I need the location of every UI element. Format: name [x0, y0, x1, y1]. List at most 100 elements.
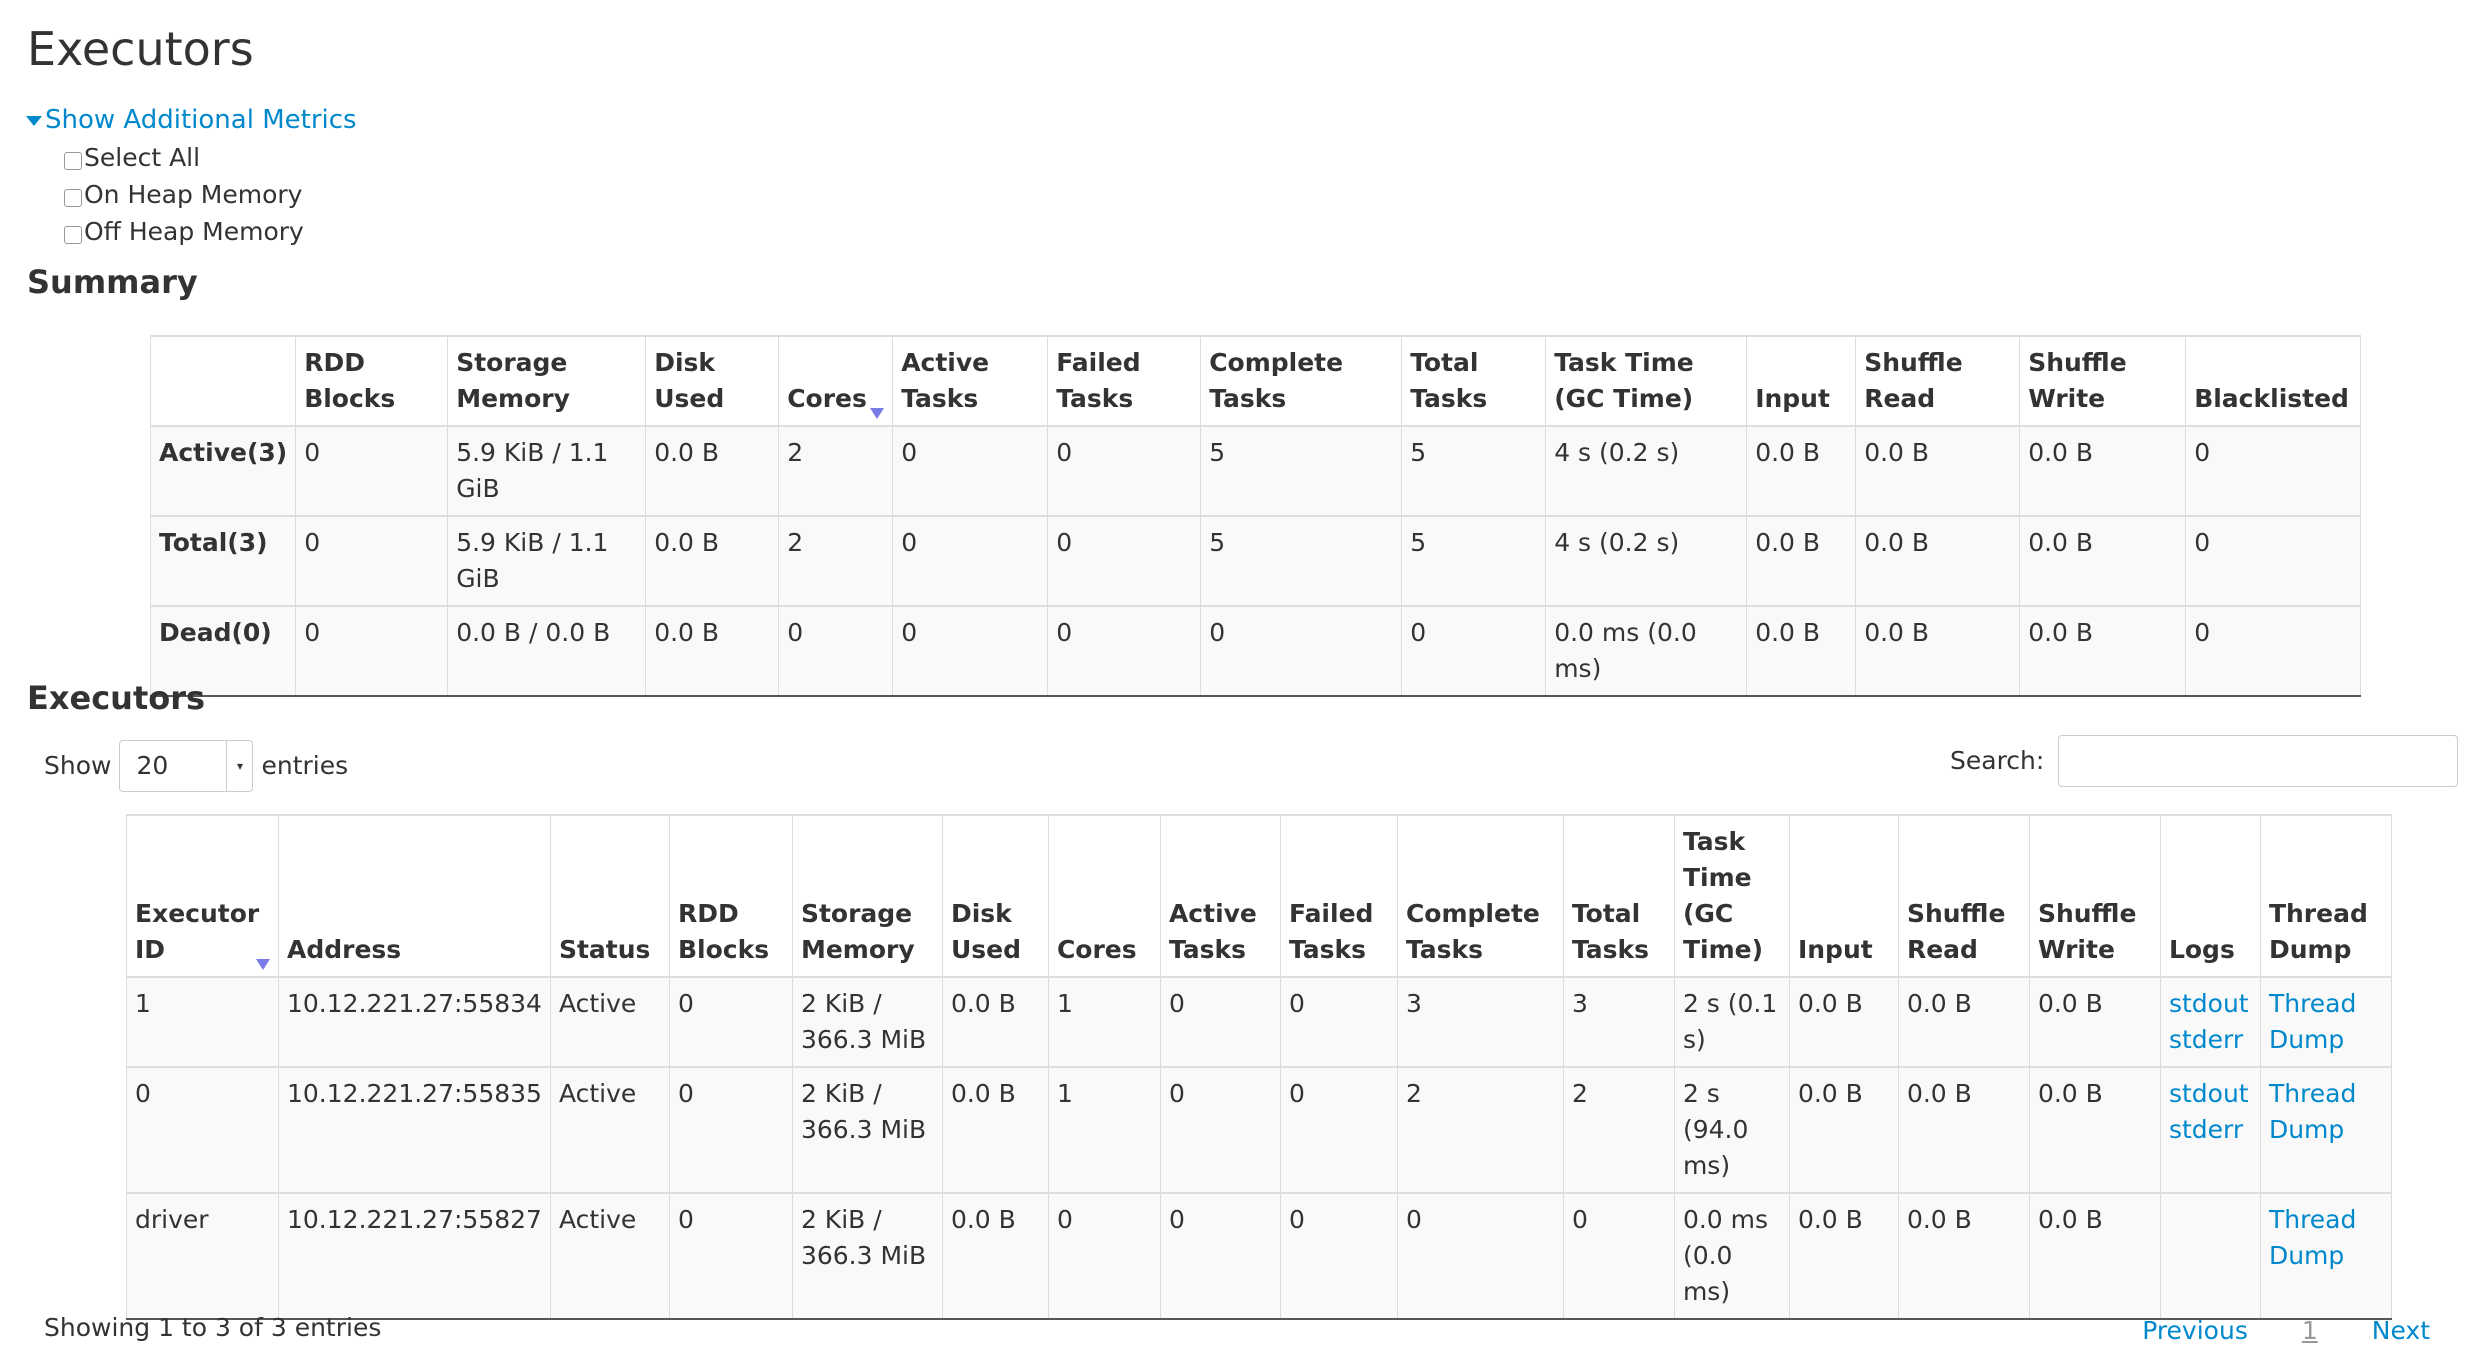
- cell-storage-memory: 2 KiB / 366.3 MiB: [791, 976, 943, 1067]
- thread-dump-link[interactable]: Thread Dump: [2268, 989, 2357, 1054]
- row-label: Total(3): [149, 515, 296, 606]
- column-header-shuffle-write[interactable]: Shuffle Write: [2019, 335, 2186, 426]
- cell-address: 10.12.221.27:55834: [278, 976, 551, 1067]
- cell-shuffle-read: 0.0 B: [1897, 1066, 2030, 1193]
- cell-cores: 0: [778, 605, 893, 697]
- cell-task-time-gc-time: 0.0 ms (0.0 ms): [1673, 1192, 1790, 1320]
- next-button[interactable]: Next: [2371, 1316, 2430, 1345]
- show-additional-metrics-toggle[interactable]: Show Additional Metrics: [26, 102, 357, 138]
- column-header-total-tasks[interactable]: Total Tasks: [1401, 335, 1546, 426]
- column-header-cores[interactable]: Cores: [1047, 814, 1161, 977]
- cell-shuffle-write: 0.0 B: [2019, 425, 2186, 516]
- caret-down-icon: [26, 115, 42, 126]
- cell-complete-tasks: 2: [1396, 1066, 1564, 1193]
- column-header-logs[interactable]: Logs: [2159, 814, 2261, 977]
- cell-logs: stdout stderr: [2159, 976, 2261, 1067]
- column-header-blacklisted[interactable]: Blacklisted: [2185, 335, 2362, 426]
- pagination: Previous 1 Next: [2142, 1313, 2430, 1349]
- page-1-button[interactable]: 1: [2301, 1316, 2318, 1345]
- column-header-storage-memory[interactable]: Storage Memory: [791, 814, 943, 977]
- cell-status: Active: [549, 1066, 670, 1193]
- thread-dump-link[interactable]: Thread Dump: [2268, 1079, 2357, 1144]
- toggle-label: Show Additional Metrics: [45, 105, 357, 135]
- show-label: Show: [44, 751, 112, 780]
- table-info: Showing 1 to 3 of 3 entries: [44, 1313, 382, 1342]
- cell-input: 0.0 B: [1746, 515, 1856, 606]
- column-header-disk-used[interactable]: Disk Used: [645, 335, 779, 426]
- cell-input: 0.0 B: [1746, 605, 1856, 697]
- cell-shuffle-read: 0.0 B: [1897, 976, 2030, 1067]
- search-input[interactable]: [2058, 735, 2459, 787]
- metric-option-select-all[interactable]: Select All: [64, 139, 304, 176]
- column-header-cores[interactable]: Cores: [778, 335, 893, 426]
- cell-shuffle-read: 0.0 B: [1855, 605, 2020, 697]
- cell-disk-used: 0.0 B: [645, 605, 779, 697]
- cell-rdd-blocks: 0: [295, 605, 448, 697]
- summary-heading: Summary: [27, 263, 198, 301]
- cell-failed-tasks: 0: [1047, 515, 1201, 606]
- thread-dump-link[interactable]: Thread Dump: [2268, 1205, 2357, 1270]
- cell-shuffle-write: 0.0 B: [2019, 515, 2186, 606]
- additional-metrics-list: Select All On Heap Memory Off Heap Memor…: [64, 139, 304, 250]
- column-header-input[interactable]: Input: [1746, 335, 1856, 426]
- dropdown-arrow-icon[interactable]: ▾: [226, 741, 252, 791]
- cell-status: Active: [549, 976, 670, 1067]
- column-header-rdd-blocks[interactable]: RDD Blocks: [668, 814, 793, 977]
- column-header-rdd-blocks[interactable]: RDD Blocks: [295, 335, 448, 426]
- column-header-disk-used[interactable]: Disk Used: [941, 814, 1049, 977]
- column-header-storage-memory[interactable]: Storage Memory: [447, 335, 646, 426]
- summary-table: RDD Blocks Storage Memory Disk Used Cores Ac…: [149, 335, 2362, 697]
- column-header-thread-dump[interactable]: Thread Dump: [2259, 814, 2392, 977]
- search-label: Search:: [1950, 746, 2045, 775]
- column-header-shuffle-read[interactable]: Shuffle Read: [1897, 814, 2030, 977]
- cell-disk-used: 0.0 B: [941, 976, 1049, 1067]
- option-label: Select All: [84, 142, 201, 172]
- column-header-blank: [149, 335, 296, 426]
- cell-logs: [2159, 1192, 2261, 1320]
- column-header-shuffle-read[interactable]: Shuffle Read: [1855, 335, 2020, 426]
- cell-failed-tasks: 0: [1279, 976, 1398, 1067]
- cell-disk-used: 0.0 B: [645, 425, 779, 516]
- entries-select[interactable]: 20 ▾: [119, 740, 254, 792]
- cell-shuffle-write: 0.0 B: [2028, 1192, 2161, 1320]
- search-control: Search:: [1950, 735, 2459, 787]
- stdout-link[interactable]: stdout: [2168, 989, 2249, 1018]
- table-row: 0 10.12.221.27:55835 Active 0 2 KiB / 366.3 …: [126, 1066, 2392, 1193]
- column-header-complete-tasks[interactable]: Complete Tasks: [1396, 814, 1564, 977]
- cell-total-tasks: 2: [1562, 1066, 1675, 1193]
- cell-logs: stdout stderr: [2159, 1066, 2261, 1193]
- cell-total-tasks: 5: [1401, 515, 1546, 606]
- column-header-shuffle-write[interactable]: Shuffle Write: [2028, 814, 2161, 977]
- previous-button[interactable]: Previous: [2142, 1316, 2248, 1345]
- checkbox[interactable]: [64, 188, 82, 207]
- checkbox[interactable]: [64, 225, 82, 244]
- stderr-link[interactable]: stderr: [2168, 1025, 2244, 1054]
- cell-shuffle-read: 0.0 B: [1855, 515, 2020, 606]
- cell-active-tasks: 0: [892, 515, 1048, 606]
- metric-option-off-heap-memory[interactable]: Off Heap Memory: [64, 213, 304, 250]
- column-header-status[interactable]: Status: [549, 814, 670, 977]
- column-header-input[interactable]: Input: [1788, 814, 1899, 977]
- option-label: On Heap Memory: [84, 179, 303, 209]
- cell-task-time-gc-time: 2 s (0.1 s): [1673, 976, 1790, 1067]
- column-header-executor-id[interactable]: Executor ID: [126, 814, 279, 977]
- cell-storage-memory: 5.9 KiB / 1.1 GiB: [447, 425, 646, 516]
- column-header-failed-tasks[interactable]: Failed Tasks: [1047, 335, 1201, 426]
- column-header-task-time-gc-time[interactable]: Task Time (GC Time): [1545, 335, 1747, 426]
- column-header-failed-tasks[interactable]: Failed Tasks: [1279, 814, 1398, 977]
- column-header-active-tasks[interactable]: Active Tasks: [1159, 814, 1281, 977]
- column-header-active-tasks[interactable]: Active Tasks: [892, 335, 1048, 426]
- checkbox[interactable]: [64, 151, 82, 170]
- executors-table: Executor ID Address Status RDD Blocks Storag…: [126, 814, 2392, 1320]
- cell-active-tasks: 0: [1159, 976, 1281, 1067]
- cell-complete-tasks: 0: [1396, 1192, 1564, 1320]
- stderr-link[interactable]: stderr: [2168, 1115, 2244, 1144]
- cell-rdd-blocks: 0: [668, 1066, 793, 1193]
- cell-shuffle-write: 0.0 B: [2019, 605, 2186, 697]
- column-header-complete-tasks[interactable]: Complete Tasks: [1200, 335, 1402, 426]
- column-header-task-time-gc-time[interactable]: Task Time (GC Time): [1673, 814, 1790, 977]
- stdout-link[interactable]: stdout: [2168, 1079, 2249, 1108]
- column-header-address[interactable]: Address: [278, 814, 551, 977]
- column-header-total-tasks[interactable]: Total Tasks: [1562, 814, 1675, 977]
- metric-option-on-heap-memory[interactable]: On Heap Memory: [64, 176, 304, 213]
